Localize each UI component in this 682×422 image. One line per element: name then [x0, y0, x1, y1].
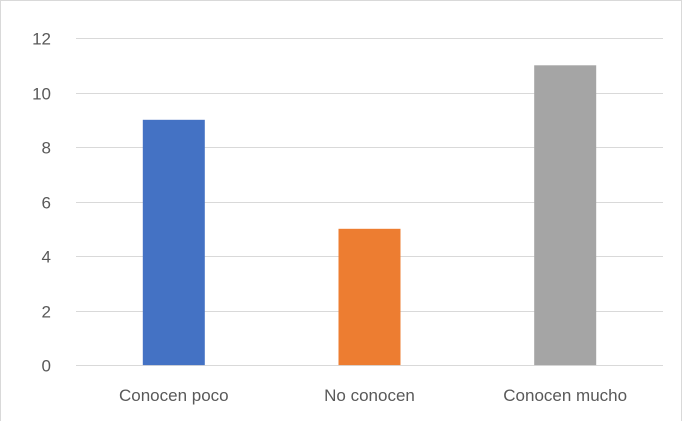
y-tick-label: 8 — [42, 139, 51, 158]
y-tick-label: 6 — [42, 194, 51, 213]
bar-conocen-mucho — [534, 65, 597, 366]
y-tick-label: 0 — [42, 357, 51, 376]
y-axis-ticks: 0 2 4 6 8 10 12 — [32, 30, 51, 376]
bar-conocen-poco — [142, 119, 205, 366]
bars — [142, 65, 597, 366]
y-tick-label: 4 — [42, 248, 51, 267]
x-category-label: Conocen poco — [119, 386, 229, 405]
y-tick-label: 12 — [32, 30, 51, 49]
bar-no-conocen — [338, 228, 401, 366]
x-axis-categories: Conocen poco No conocen Conocen mucho — [119, 386, 627, 405]
x-category-label: Conocen mucho — [503, 386, 627, 405]
y-tick-label: 10 — [32, 85, 51, 104]
x-category-label: No conocen — [324, 386, 415, 405]
y-tick-label: 2 — [42, 303, 51, 322]
